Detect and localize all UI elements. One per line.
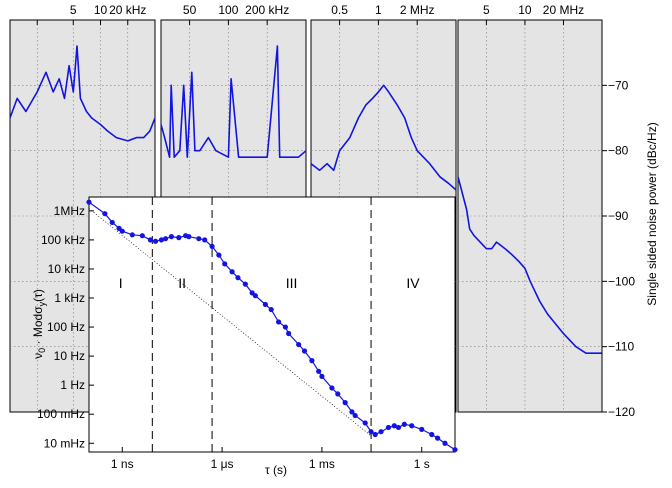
adev-point bbox=[222, 261, 227, 266]
adev-point bbox=[309, 358, 314, 363]
region-label: III bbox=[286, 275, 298, 291]
panel-x-tick-label: 0.5 bbox=[331, 3, 348, 17]
adev-x-tick-label: 1 s bbox=[414, 457, 430, 471]
adev-x-tick-label: 1 ms bbox=[309, 457, 335, 471]
right-y-tick-label: −110 bbox=[608, 340, 634, 354]
adev-y-tick-label: 100 Hz bbox=[47, 320, 85, 334]
adev-point bbox=[140, 233, 145, 238]
adev-point bbox=[435, 436, 440, 441]
adev-point bbox=[230, 269, 235, 274]
region-label: I bbox=[119, 275, 123, 291]
adev-point bbox=[296, 342, 301, 347]
adev-y-tick-label: 1MHz bbox=[54, 204, 85, 218]
right-y-tick-label: −90 bbox=[608, 209, 629, 223]
adev-axis-label: ν0 · Modσy(τ) bbox=[31, 289, 47, 359]
adev-point bbox=[120, 229, 125, 234]
tau-axis-label: τ (s) bbox=[265, 463, 287, 477]
adev-point bbox=[378, 429, 383, 434]
adev-point bbox=[396, 425, 401, 430]
adev-point bbox=[452, 447, 457, 452]
panel-x-tick-label: 50 bbox=[183, 3, 197, 17]
adev-point bbox=[130, 232, 135, 237]
panel-x-tick-label: 10 bbox=[518, 3, 532, 17]
right-y-tick-label: −80 bbox=[608, 144, 629, 158]
adev-point bbox=[319, 374, 324, 379]
adev-point bbox=[263, 302, 268, 307]
adev-point bbox=[429, 432, 434, 437]
region-label: IV bbox=[406, 275, 420, 291]
adev-point bbox=[283, 324, 288, 329]
adev-point bbox=[102, 211, 107, 216]
adev-point bbox=[276, 319, 281, 324]
adev-point bbox=[216, 252, 221, 257]
right-y-tick-label: −100 bbox=[608, 274, 635, 288]
spectrum-panel-4: 5 10 20 MHz bbox=[458, 3, 602, 412]
adev-y-tick-label: 100 mHz bbox=[37, 407, 85, 421]
adev-point bbox=[243, 282, 248, 287]
adev-point bbox=[110, 220, 115, 225]
adev-point bbox=[202, 237, 207, 242]
adev-point bbox=[253, 293, 258, 298]
adev-point bbox=[402, 422, 407, 427]
adev-point bbox=[163, 236, 168, 241]
noise-power-axis-label: Single sided noise power (dBc/Hz) bbox=[645, 122, 659, 305]
adev-point bbox=[353, 413, 358, 418]
adev-y-tick-label: 10 kHz bbox=[48, 262, 85, 276]
adev-point bbox=[269, 307, 274, 312]
adev-point bbox=[419, 427, 424, 432]
adev-x-tick-label: 1 ns bbox=[111, 457, 134, 471]
panel-x-tick-label: 200 kHz bbox=[245, 3, 289, 17]
adev-point bbox=[442, 441, 447, 446]
right-y-tick-label: −70 bbox=[608, 78, 629, 92]
adev-point bbox=[363, 420, 368, 425]
adev-point bbox=[302, 348, 307, 353]
adev-point bbox=[169, 234, 174, 239]
adev-x-tick-label: 1 μs bbox=[211, 457, 234, 471]
adev-point bbox=[186, 234, 191, 239]
adev-point bbox=[153, 239, 158, 244]
adev-y-tick-label: 10 mHz bbox=[44, 436, 85, 450]
adev-y-tick-label: 100 kHz bbox=[41, 233, 85, 247]
noise-power-axis: −70 −80 −90 −100 −110 −120 bbox=[602, 20, 635, 419]
right-y-tick-label: −120 bbox=[608, 405, 635, 419]
adev-plot: 1MHz 100 kHz 10 kHz 1 kHz 100 Hz 10 Hz 1 Hz 100… bbox=[37, 197, 458, 471]
panel-x-tick-label: 100 bbox=[218, 3, 238, 17]
adev-point bbox=[409, 423, 414, 428]
adev-point bbox=[343, 400, 348, 405]
adev-point bbox=[286, 331, 291, 336]
region-label: II bbox=[178, 275, 186, 291]
adev-point bbox=[316, 369, 321, 374]
adev-point bbox=[386, 425, 391, 430]
adev-point bbox=[196, 236, 201, 241]
panel-x-tick-label: 5 bbox=[483, 3, 490, 17]
adev-point bbox=[235, 275, 240, 280]
adev-point bbox=[209, 244, 214, 249]
panel-x-tick-label: 20 MHz bbox=[543, 3, 584, 17]
adev-point bbox=[373, 432, 378, 437]
adev-y-tick-label: 1 Hz bbox=[60, 378, 85, 392]
panel-x-tick-label: 5 bbox=[70, 3, 77, 17]
adev-point bbox=[329, 385, 334, 390]
adev-point bbox=[176, 235, 181, 240]
panel-x-tick-label: 2 MHz bbox=[400, 3, 435, 17]
panel-x-tick-label: 20 kHz bbox=[109, 3, 146, 17]
panel-x-tick-label: 1 bbox=[375, 3, 382, 17]
adev-y-tick-label: 10 Hz bbox=[54, 349, 85, 363]
adev-point bbox=[148, 237, 153, 242]
adev-point bbox=[86, 200, 91, 205]
adev-y-tick-label: 1 kHz bbox=[54, 291, 85, 305]
adev-point bbox=[335, 391, 340, 396]
panel-x-tick-label: 10 bbox=[94, 3, 108, 17]
